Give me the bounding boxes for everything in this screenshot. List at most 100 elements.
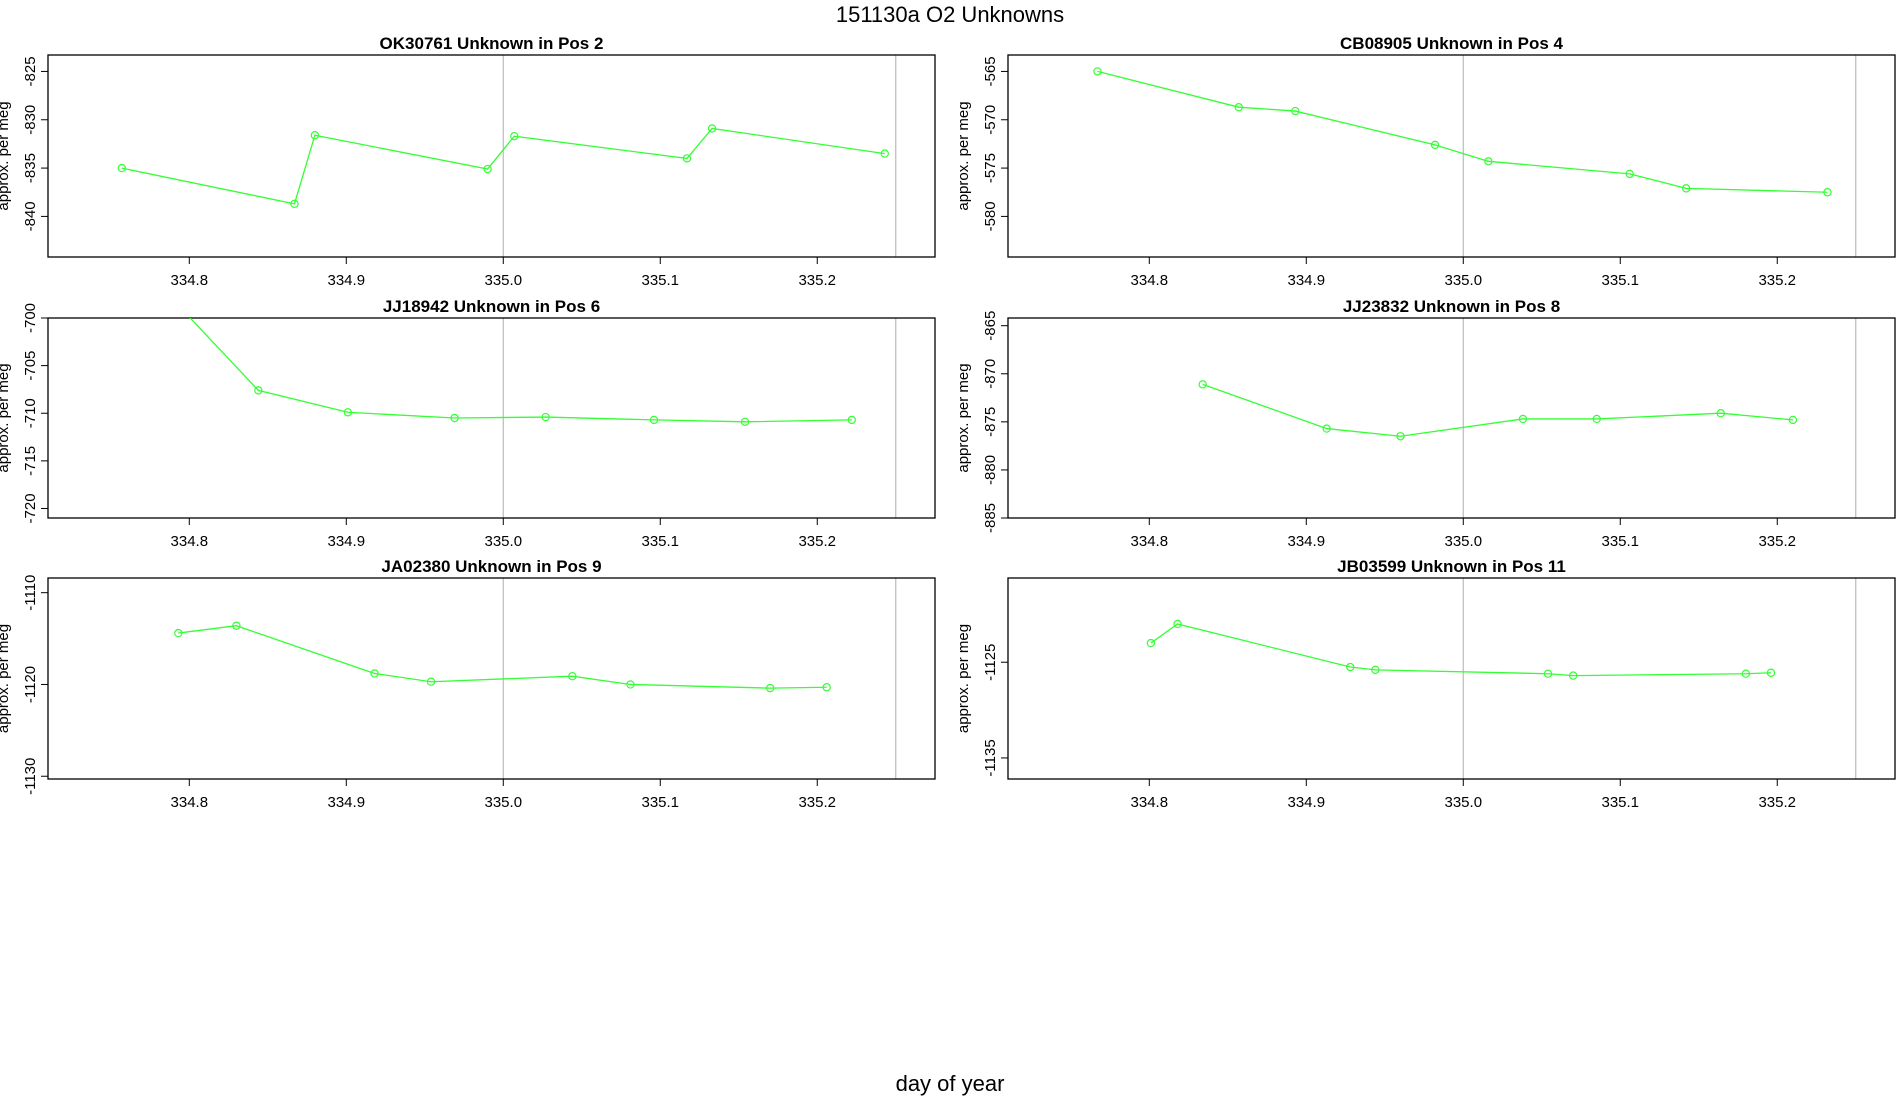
series-line: [1097, 70, 1828, 193]
x-tick-label: 334.9: [1288, 794, 1326, 811]
y-tick-label: -1135: [982, 739, 999, 776]
y-tick-label: -825: [22, 56, 39, 86]
x-tick-label: 335.1: [641, 533, 679, 550]
data-point: [649, 415, 659, 425]
y-tick-label: -700: [22, 303, 39, 333]
data-point: [117, 163, 126, 173]
x-tick-label: 335.1: [1601, 794, 1639, 811]
x-tick-label: 334.8: [171, 272, 209, 289]
panel-4: JJ23832 Unknown in Pos 8 approx. per meg 3…: [955, 297, 1896, 550]
data-point: [290, 199, 299, 209]
data-point: [174, 628, 183, 638]
data-point: [1322, 424, 1331, 433]
panel-2: CB08905 Unknown in Pos 4 approx. per meg 3…: [955, 34, 1896, 289]
y-tick-label: -840: [22, 201, 39, 231]
series-line: [121, 127, 885, 205]
data-point: [1173, 619, 1182, 629]
x-tick-label: 334.9: [328, 794, 366, 811]
plot-frame: [47, 577, 936, 780]
x-tick-label: 335.2: [798, 272, 836, 289]
data-point: [310, 131, 320, 140]
x-tick-label: 334.8: [1131, 272, 1169, 289]
y-tick-label: -1120: [22, 666, 39, 703]
x-axis-label: day of year: [895, 1071, 1005, 1096]
data-point: [1741, 669, 1751, 678]
x-tick-label: 335.2: [1758, 272, 1796, 289]
data-point: [682, 154, 692, 163]
x-tick-label: 334.8: [171, 533, 209, 550]
y-tick-label: -875: [982, 407, 999, 437]
data-point: [1346, 662, 1355, 672]
y-axis-label: approx. per meg: [0, 624, 12, 733]
x-tick-label: 335.2: [1758, 533, 1796, 550]
x-tick-label: 334.9: [1288, 533, 1326, 550]
y-tick-label: -1110: [22, 575, 39, 611]
panel-3: JJ18942 Unknown in Pos 6 approx. per meg 3…: [0, 297, 936, 550]
data-point: [765, 683, 775, 693]
x-tick-label: 335.1: [1601, 272, 1639, 289]
x-tick-label: 335.0: [1445, 533, 1483, 550]
plot-frame: [1007, 54, 1896, 258]
data-point: [822, 683, 831, 692]
data-point: [740, 417, 750, 427]
data-point: [626, 680, 635, 689]
y-tick-label: -1125: [982, 644, 999, 681]
data-point: [1592, 414, 1601, 424]
data-point: [1823, 188, 1832, 197]
data-point: [1371, 665, 1380, 675]
data-point: [254, 386, 263, 395]
data-point: [510, 131, 519, 141]
panel-title: CB08905 Unknown in Pos 4: [1340, 34, 1563, 53]
data-point: [1198, 380, 1207, 389]
data-point: [370, 669, 379, 678]
data-point: [1788, 415, 1798, 425]
y-axis-label: approx. per meg: [955, 101, 972, 210]
x-tick-label: 335.0: [1445, 794, 1483, 811]
panel-title: JA02380 Unknown in Pos 9: [381, 557, 601, 576]
y-tick-label: -880: [982, 455, 999, 485]
x-tick-label: 335.1: [1601, 533, 1639, 550]
data-point: [343, 408, 353, 417]
y-tick-label: -1130: [22, 758, 39, 795]
y-tick-label: -720: [22, 493, 39, 523]
data-point: [541, 412, 550, 422]
y-axis-label: approx. per meg: [955, 363, 972, 472]
panel-title: JJ23832 Unknown in Pos 8: [1343, 297, 1560, 316]
x-tick-label: 334.8: [1131, 794, 1169, 811]
y-tick-label: -830: [22, 105, 39, 135]
y-tick-label: -575: [982, 153, 999, 183]
x-tick-label: 335.0: [1445, 272, 1483, 289]
data-point: [1543, 669, 1553, 678]
x-tick-label: 335.0: [485, 794, 523, 811]
y-tick-label: -565: [982, 56, 999, 86]
y-tick-label: -885: [982, 503, 999, 533]
x-tick-label: 334.8: [171, 794, 209, 811]
y-tick-label: -715: [22, 446, 39, 476]
data-point: [1093, 67, 1102, 76]
x-tick-label: 334.8: [1131, 533, 1169, 550]
data-point: [232, 621, 241, 630]
y-tick-label: -580: [982, 201, 999, 231]
panel-1: OK30761 Unknown in Pos 2 approx. per meg 3…: [0, 34, 936, 289]
data-point: [483, 164, 492, 174]
x-tick-label: 335.0: [485, 272, 523, 289]
plot-frame: [1007, 317, 1896, 519]
x-tick-label: 335.1: [641, 794, 679, 811]
y-axis-label: approx. per meg: [0, 101, 12, 210]
panel-title: JB03599 Unknown in Pos 11: [1337, 557, 1566, 576]
x-tick-label: 334.9: [328, 533, 366, 550]
data-point: [1291, 106, 1300, 116]
data-point: [426, 677, 436, 686]
data-point: [1146, 638, 1156, 648]
x-tick-label: 335.1: [641, 272, 679, 289]
y-tick-label: -570: [982, 105, 999, 135]
plot-frame: [47, 54, 936, 258]
panel-6: JB03599 Unknown in Pos 11 approx. per meg…: [955, 557, 1896, 811]
y-axis-label: approx. per meg: [955, 624, 972, 733]
x-tick-label: 334.9: [328, 272, 366, 289]
data-point: [450, 413, 459, 423]
panel-title: OK30761 Unknown in Pos 2: [380, 34, 604, 53]
panel-5: JA02380 Unknown in Pos 9 approx. per meg 3…: [0, 557, 936, 811]
plot-frame: [47, 317, 936, 519]
